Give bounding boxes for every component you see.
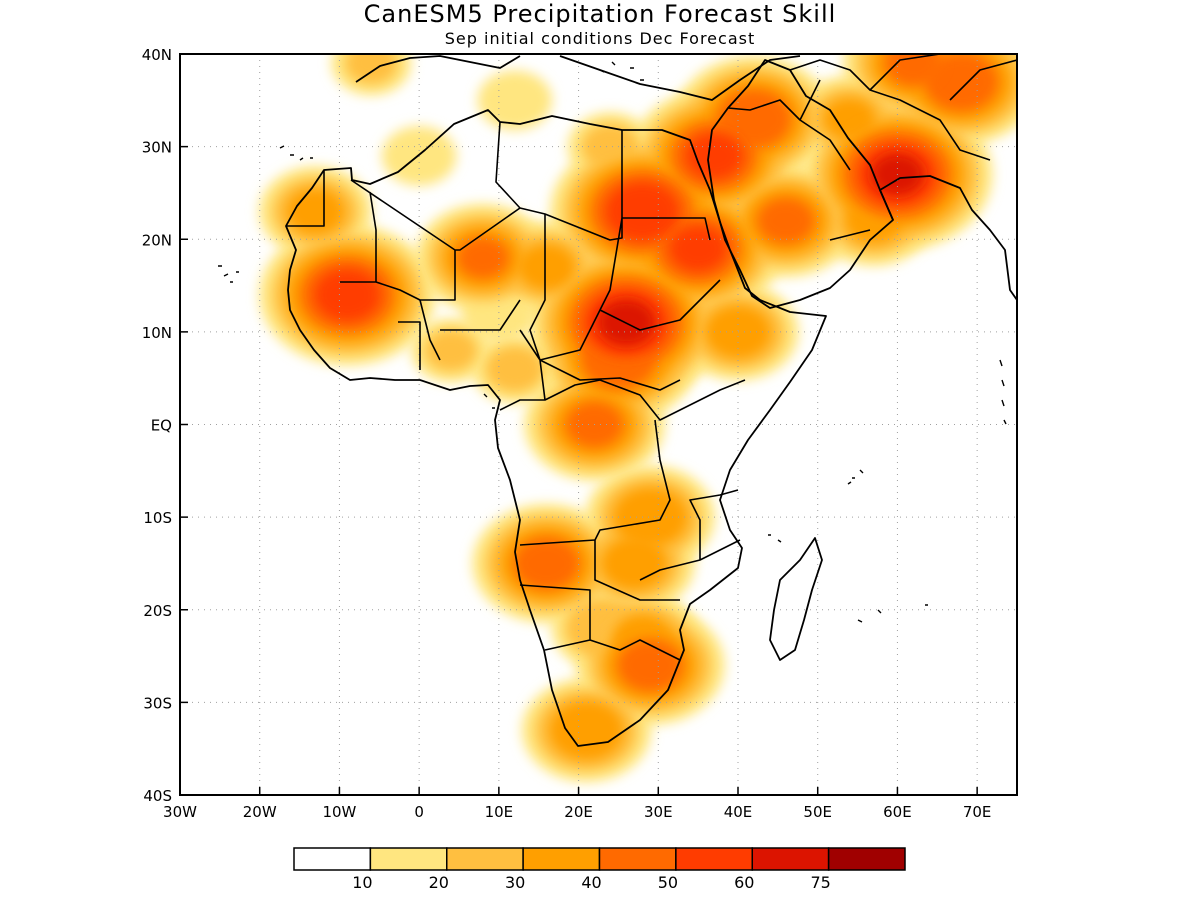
colorbar-label: 40: [581, 873, 601, 892]
colorbar-swatch-3: [522, 847, 601, 871]
skill-blob-morocco-l1: [345, 54, 398, 85]
x-tick-label: 10E: [485, 803, 514, 821]
x-tick-label: 10W: [322, 803, 356, 821]
y-tick-label: 10S: [143, 509, 172, 527]
maldives: [999, 359, 1007, 425]
colorbar-swatch-6: [751, 847, 830, 871]
colorbar-legend: 10 20 30 40 50 60 75: [293, 847, 906, 892]
y-tick-label: 30N: [142, 139, 172, 157]
colorbar-swatch-0: [293, 847, 372, 871]
canary-islands: [279, 145, 313, 161]
iran-south-asia-coastline: [879, 175, 1017, 301]
colorbar-swatch-1: [369, 847, 448, 871]
x-tick-label: 30E: [644, 803, 673, 821]
skill-blob-chad-l2: [517, 243, 576, 291]
colorbar-swatch-2: [446, 847, 524, 871]
skill-blob-gulf-of-guinea-coast-l1: [424, 329, 478, 372]
bioko-sao-tome: [483, 393, 495, 409]
colorbar-swatch-5: [675, 847, 753, 871]
y-axis: 40N 30N 20N 10N EQ 10S 20S 30S 40S: [142, 46, 188, 805]
skill-shading-layer: [259, 54, 1017, 782]
map-subtitle: Sep initial conditions Dec Forecast: [445, 29, 755, 48]
colorbar-label: 10: [352, 873, 372, 892]
comoros: [768, 534, 782, 543]
middle-east-borders: [727, 54, 1017, 241]
skill-blob-saudi-arabia-central-l3: [756, 197, 815, 244]
x-tick-label: 70E: [963, 803, 992, 821]
skill-blob-south-africa-ne-l3: [617, 638, 684, 692]
x-axis: 30W 20W 10W 0 10E 20E 30E 40E 50E 60E 70E: [163, 787, 991, 821]
x-tick-label: 50E: [803, 803, 832, 821]
map-title: CanESM5 Precipitation Forecast Skill: [364, 0, 837, 28]
skill-blob-central-asia-l3: [884, 54, 943, 87]
x-tick-label: 20W: [243, 803, 277, 821]
skill-blob-saudi-arabia-nw-l4: [685, 132, 744, 180]
mediterranean-europe-coastline: [355, 55, 801, 101]
skill-blob-sudan-east-l4: [669, 225, 728, 272]
border-lines: [286, 121, 746, 661]
skill-blob-south-africa-s-l2: [549, 700, 624, 760]
madagascar: [769, 537, 823, 661]
skill-blob-niger-l3: [456, 236, 510, 279]
skill-blob-angola-l3: [513, 536, 580, 590]
seychelles: [847, 469, 864, 485]
x-tick-label: 30W: [163, 803, 197, 821]
x-tick-label: 40E: [724, 803, 753, 821]
skill-blob-iraq-l3: [716, 89, 792, 149]
aegean-islands: [599, 61, 644, 81]
skill-blob-guinea-l4: [314, 268, 381, 322]
skill-blob-cameroon-l1: [485, 345, 544, 393]
y-tick-label: EQ: [151, 417, 172, 435]
x-tick-label: 20E: [564, 803, 593, 821]
y-tick-label: 40N: [142, 46, 172, 64]
africa-coastline: [285, 109, 827, 747]
y-tick-label: 40S: [143, 787, 172, 805]
skill-blob-zambia-l2: [601, 536, 668, 590]
colorbar-swatch-4: [598, 847, 677, 871]
skill-blob-libya-l0: [477, 70, 553, 131]
plot-area: [180, 54, 1017, 795]
colorbar-label: 50: [658, 873, 678, 892]
colorbar-label: 60: [734, 873, 754, 892]
country-borders: [286, 54, 1017, 661]
skill-blob-egypt-south-l4: [605, 181, 680, 242]
colorbar-label: 30: [505, 873, 525, 892]
y-tick-label: 10N: [142, 324, 172, 342]
colorbar-swatch-7: [827, 847, 906, 871]
skill-blob-egypt-north-l1: [581, 123, 640, 170]
cape-verde-islands: [218, 265, 239, 283]
coastlines: [285, 55, 1017, 747]
colorbar-label: 20: [429, 873, 449, 892]
mascarene-islands: [857, 604, 928, 623]
skill-blob-afghanistan-l3: [923, 54, 999, 112]
arabia-coastline: [707, 59, 894, 309]
y-tick-label: 20N: [142, 231, 172, 249]
colorbar-label: 75: [810, 873, 830, 892]
x-tick-label: 60E: [883, 803, 912, 821]
x-tick-label: 0: [414, 803, 424, 821]
skill-blob-mauritania-l2: [286, 188, 345, 235]
y-tick-label: 30S: [143, 694, 172, 712]
y-tick-label: 20S: [143, 602, 172, 620]
islands: [218, 61, 1007, 623]
